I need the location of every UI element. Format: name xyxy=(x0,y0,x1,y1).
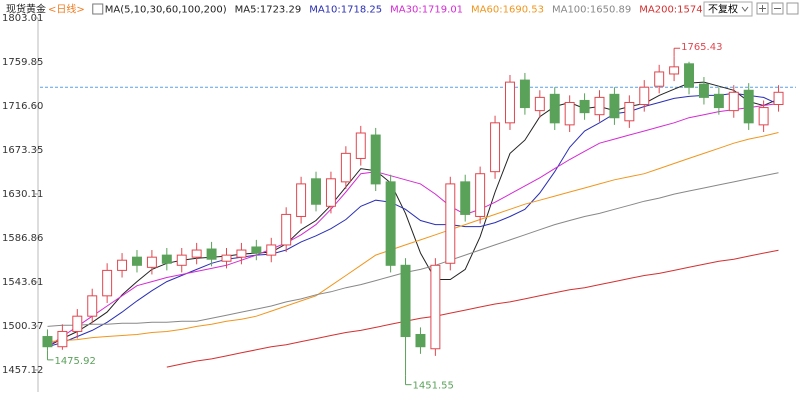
y-tick-label: 1716.60 xyxy=(2,101,43,112)
candle-body xyxy=(684,63,694,88)
candle-body xyxy=(534,96,545,112)
plus-icon xyxy=(759,5,766,12)
legend-entry: MA10:1718.25 xyxy=(309,5,382,16)
candle-body xyxy=(102,269,113,297)
legend-entry: MA60:1690.53 xyxy=(471,5,544,16)
y-tick-label: 1803.01 xyxy=(2,13,43,24)
candle-body xyxy=(713,93,724,109)
y-tick-label: 1543.61 xyxy=(2,277,43,288)
candle-body xyxy=(296,183,307,217)
toolbar: 不复权 xyxy=(703,1,799,17)
candle-body xyxy=(191,249,202,258)
ma-params: MA(5,10,30,60,100,200) xyxy=(105,5,227,16)
candle-body xyxy=(325,178,336,207)
candle-body xyxy=(564,101,575,126)
candle-body xyxy=(117,259,128,271)
annotation: 1765.43 xyxy=(681,42,722,53)
y-tick-label: 1457.12 xyxy=(2,365,43,376)
y-tick-label: 1759.85 xyxy=(2,57,43,68)
candle-body xyxy=(146,256,157,268)
candle-body xyxy=(609,93,620,119)
candle-body xyxy=(132,256,142,266)
adjust-dropdown[interactable] xyxy=(703,1,753,17)
candle-body xyxy=(311,178,321,205)
annotation: 1475.92 xyxy=(54,356,95,367)
ma-line xyxy=(166,249,779,368)
candle-body xyxy=(42,336,53,348)
candle-body xyxy=(654,71,665,87)
header: 现货黄金 <日线> MA(5,10,30,60,100,200) MA5:1723.2… xyxy=(6,3,719,16)
candle-body xyxy=(385,181,396,266)
y-tick-label: 1500.37 xyxy=(2,321,43,332)
candle-body xyxy=(176,254,187,266)
candle-body xyxy=(72,315,83,332)
candle-body xyxy=(57,330,68,348)
legend-entry: MA200:1574.77 xyxy=(639,5,718,16)
candle-body xyxy=(415,334,426,348)
candle-body xyxy=(266,244,277,256)
y-tick-label: 1586.86 xyxy=(2,233,43,244)
candle-body xyxy=(728,91,739,112)
y-tick-label: 1630.11 xyxy=(2,189,43,200)
candle-body xyxy=(505,81,515,124)
candle-body xyxy=(549,93,560,124)
ma-line xyxy=(47,132,779,343)
candle-body xyxy=(236,249,247,258)
candle-body xyxy=(579,99,590,114)
legend-entry: MA5:1723.29 xyxy=(235,5,302,16)
legend-entry: MA30:1719.01 xyxy=(390,5,463,16)
candle-body xyxy=(698,83,709,98)
candle-body xyxy=(743,89,754,124)
candle-body xyxy=(669,66,680,75)
candle-body xyxy=(624,101,635,122)
ma-line xyxy=(47,92,779,348)
title: 现货黄金 xyxy=(6,3,46,16)
candle-body xyxy=(594,96,605,116)
candle-body xyxy=(460,181,471,215)
adjust-label: 不复权 xyxy=(708,3,738,16)
candle-body xyxy=(430,264,441,350)
period: <日线> xyxy=(48,3,85,16)
candle-body xyxy=(445,183,456,264)
ma-line xyxy=(47,172,779,327)
dropdown-arrow xyxy=(741,6,749,12)
ma-line xyxy=(47,103,779,348)
candle-body xyxy=(281,213,292,246)
candle-body xyxy=(519,79,530,109)
legend-entry: MA100:1650.89 xyxy=(552,5,631,16)
annotation: 1451.55 xyxy=(413,381,454,392)
candle-body xyxy=(475,173,486,217)
candle-body xyxy=(370,134,381,185)
candle-body xyxy=(773,91,784,106)
candle-body xyxy=(639,86,650,106)
ma-icon xyxy=(92,3,104,15)
candle-body xyxy=(490,122,501,173)
candle-body xyxy=(206,248,217,260)
fullscreen-button[interactable] xyxy=(786,2,799,15)
candle-body xyxy=(340,152,351,183)
candle-body xyxy=(161,254,172,264)
candle-body xyxy=(355,132,366,159)
candle-body xyxy=(251,246,262,254)
y-tick-label: 1673.35 xyxy=(2,145,43,156)
candle-body xyxy=(400,264,411,338)
candle-body xyxy=(758,107,769,126)
candle-body xyxy=(87,295,98,317)
candle-body xyxy=(221,254,232,262)
